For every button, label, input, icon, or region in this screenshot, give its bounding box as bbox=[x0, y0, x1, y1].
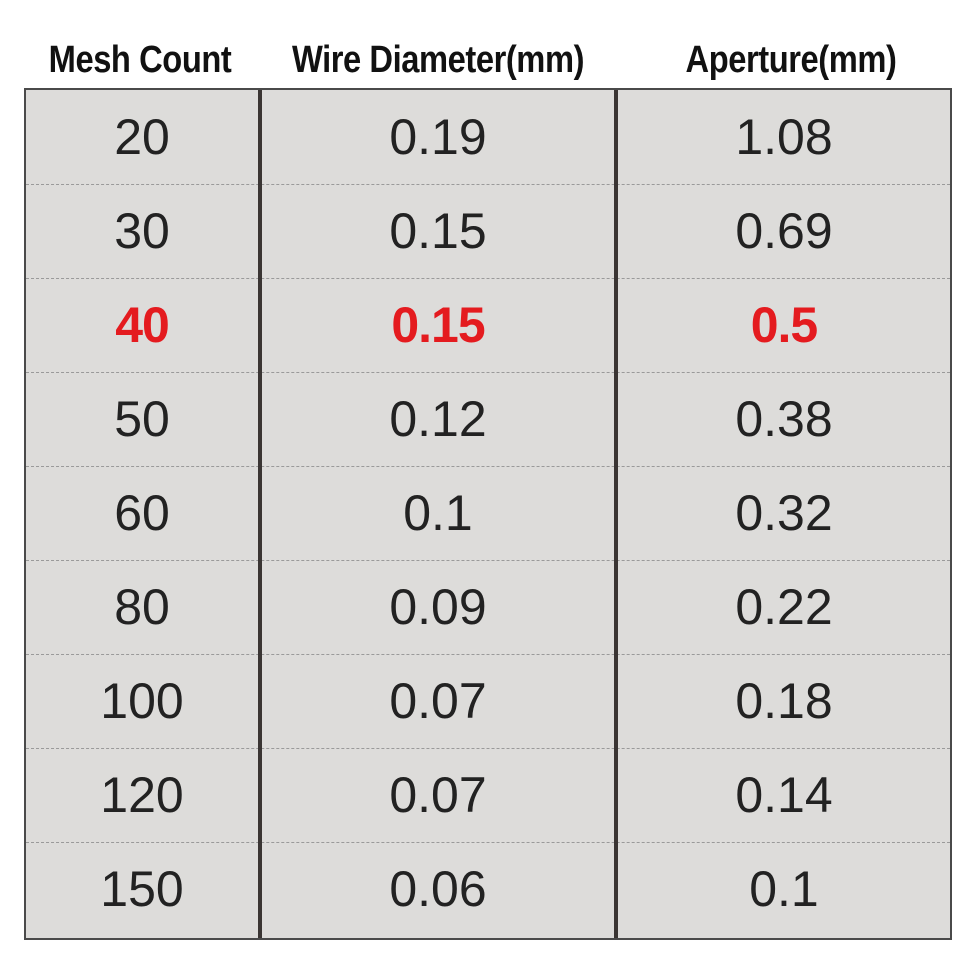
row-separator bbox=[26, 560, 950, 561]
cell-aperture: 0.38 bbox=[735, 391, 833, 447]
table-row: 40 0.15 0.5 bbox=[26, 278, 950, 373]
row-separator bbox=[26, 654, 950, 655]
row-separator bbox=[26, 278, 950, 279]
cell-aperture: 1.08 bbox=[735, 109, 833, 165]
cell-mesh-count: 60 bbox=[114, 485, 170, 541]
table-row: 60 0.1 0.32 bbox=[26, 466, 950, 561]
cell-aperture: 0.1 bbox=[749, 861, 819, 917]
cell-mesh-count: 20 bbox=[114, 109, 170, 165]
cell-aperture: 0.14 bbox=[735, 767, 833, 823]
cell-aperture: 0.18 bbox=[735, 673, 833, 729]
header-aperture: Aperture(mm) bbox=[685, 38, 897, 81]
table-row: 30 0.15 0.69 bbox=[26, 184, 950, 279]
mesh-spec-table: 150 0.06 0.1 120 0.07 0.14 100 0.07 0.18 80 0.09 0.… bbox=[24, 88, 952, 940]
cell-mesh-count: 150 bbox=[100, 861, 184, 917]
column-divider bbox=[614, 90, 618, 938]
cell-mesh-count: 120 bbox=[100, 767, 184, 823]
cell-aperture: 0.69 bbox=[735, 203, 833, 259]
column-divider bbox=[258, 90, 262, 938]
cell-aperture: 0.22 bbox=[735, 579, 833, 635]
cell-wire-diameter: 0.15 bbox=[391, 297, 485, 353]
cell-mesh-count: 30 bbox=[114, 203, 170, 259]
table-row: 20 0.19 1.08 bbox=[26, 90, 950, 185]
header-mesh-count: Mesh Count bbox=[48, 38, 232, 81]
cell-mesh-count: 80 bbox=[114, 579, 170, 635]
row-separator bbox=[26, 748, 950, 749]
cell-wire-diameter: 0.12 bbox=[389, 391, 487, 447]
cell-aperture: 0.5 bbox=[750, 297, 819, 353]
table-row: 50 0.12 0.38 bbox=[26, 372, 950, 467]
cell-wire-diameter: 0.09 bbox=[389, 579, 487, 635]
cell-mesh-count: 100 bbox=[100, 673, 184, 729]
row-separator bbox=[26, 184, 950, 185]
cell-wire-diameter: 0.15 bbox=[389, 203, 487, 259]
cell-mesh-count: 40 bbox=[115, 297, 170, 353]
cell-aperture: 0.32 bbox=[735, 485, 833, 541]
cell-wire-diameter: 0.06 bbox=[389, 861, 487, 917]
table-row: 150 0.06 0.1 bbox=[26, 842, 950, 936]
cell-mesh-count: 50 bbox=[114, 391, 170, 447]
cell-wire-diameter: 0.07 bbox=[389, 673, 487, 729]
table-row: 80 0.09 0.22 bbox=[26, 560, 950, 655]
row-separator bbox=[26, 842, 950, 843]
header-wire-diameter: Wire Diameter(mm) bbox=[291, 38, 585, 81]
cell-wire-diameter: 0.19 bbox=[389, 109, 487, 165]
table-header: Mesh Count Wire Diameter(mm) Aperture(mm… bbox=[0, 0, 980, 88]
cell-wire-diameter: 0.1 bbox=[403, 485, 473, 541]
cell-wire-diameter: 0.07 bbox=[389, 767, 487, 823]
table-row: 120 0.07 0.14 bbox=[26, 748, 950, 843]
table-row: 100 0.07 0.18 bbox=[26, 654, 950, 749]
row-separator bbox=[26, 372, 950, 373]
row-separator bbox=[26, 466, 950, 467]
